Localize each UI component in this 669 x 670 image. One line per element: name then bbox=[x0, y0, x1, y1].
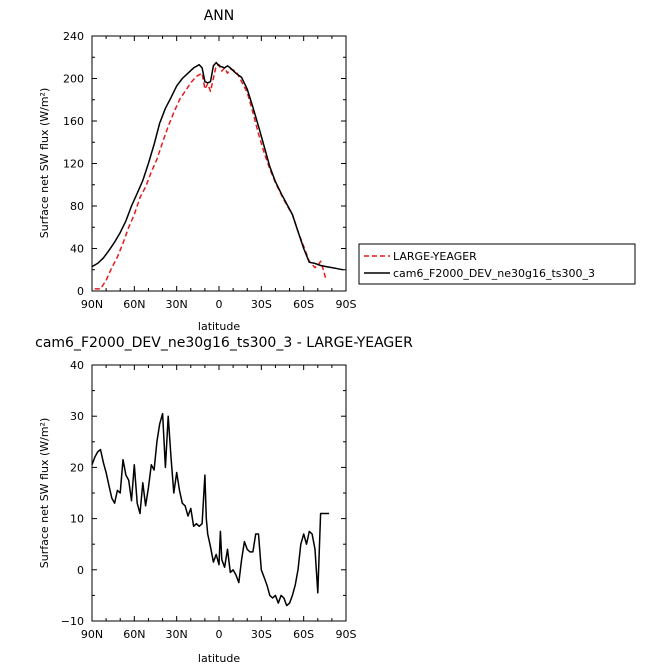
bottom-y-tick-label: 40 bbox=[70, 359, 84, 372]
top-y-tick-label: 120 bbox=[63, 158, 84, 171]
bottom-chart-title: cam6_F2000_DEV_ne30g16_ts300_3 - LARGE-Y… bbox=[35, 335, 413, 351]
bottom-plot-frame bbox=[91, 364, 347, 622]
bottom-x-tick-label: 90S bbox=[336, 628, 357, 641]
top-y-tick-label: 240 bbox=[63, 30, 84, 43]
bottom-y-tick-label: 10 bbox=[70, 513, 84, 526]
top-y-tick-label: 80 bbox=[70, 200, 84, 213]
bottom-x-tick-label: 60N bbox=[123, 628, 145, 641]
bottom-y-tick-label: 0 bbox=[77, 564, 84, 577]
legend-box bbox=[358, 243, 636, 285]
bottom-y-tick-label: 20 bbox=[70, 461, 84, 474]
top-x-tick-label: 90S bbox=[336, 298, 357, 311]
top-x-tick-label: 0 bbox=[216, 298, 223, 311]
bottom-series-lines bbox=[91, 412, 330, 607]
legend-label-cam6: cam6_F2000_DEV_ne30g16_ts300_3 bbox=[393, 267, 595, 280]
top-x-ticks: 90N 60N 30N 0 30S 60S 90S bbox=[81, 36, 357, 311]
top-x-tick-label: 60S bbox=[293, 298, 314, 311]
bottom-y-tick-label: 30 bbox=[70, 410, 84, 423]
top-x-tick-label: 30N bbox=[166, 298, 188, 311]
top-chart-title: ANN bbox=[204, 8, 235, 24]
bottom-x-tick-label: 30S bbox=[251, 628, 272, 641]
top-x-tick-label: 30S bbox=[251, 298, 272, 311]
top-y-ticks: 0 40 80 120 160 200 240 bbox=[63, 30, 346, 298]
bottom-panel: cam6_F2000_DEV_ne30g16_ts300_3 - LARGE-Y… bbox=[35, 335, 413, 665]
bottom-y-axis-label: Surface net SW flux (W/m²) bbox=[38, 418, 51, 569]
bottom-x-tick-label: 60S bbox=[293, 628, 314, 641]
bottom-x-tick-label: 0 bbox=[216, 628, 223, 641]
top-y-tick-label: 160 bbox=[63, 115, 84, 128]
top-plot-frame bbox=[91, 35, 347, 292]
legend-label-large-yeager: LARGE-YEAGER bbox=[393, 250, 477, 263]
top-y-tick-label: 0 bbox=[77, 285, 84, 298]
top-x-axis-label: latitude bbox=[198, 320, 240, 333]
bottom-x-tick-label: 30N bbox=[166, 628, 188, 641]
top-series-line-cam6-f2000-dev-ne30g16-ts300-3 bbox=[91, 61, 344, 271]
top-x-tick-label: 90N bbox=[81, 298, 103, 311]
top-panel: ANN Surface net SW flux (W/m²) 0 40 80 120 1… bbox=[38, 8, 357, 333]
bottom-y-tick-label: −10 bbox=[61, 615, 84, 628]
bottom-series-line-difference bbox=[91, 412, 330, 607]
top-y-tick-label: 200 bbox=[63, 73, 84, 86]
top-y-tick-label: 40 bbox=[70, 243, 84, 256]
top-series-lines bbox=[91, 61, 344, 290]
bottom-x-ticks: 90N 60N 30N 0 30S 60S 90S bbox=[81, 365, 357, 641]
top-y-axis-label: Surface net SW flux (W/m²) bbox=[38, 88, 51, 239]
legend: LARGE-YEAGER cam6_F2000_DEV_ne30g16_ts30… bbox=[358, 243, 636, 285]
bottom-y-ticks: −10 0 10 20 30 40 bbox=[61, 359, 346, 628]
top-series-line-large-yeager bbox=[94, 63, 327, 290]
bottom-x-tick-label: 90N bbox=[81, 628, 103, 641]
bottom-x-axis-label: latitude bbox=[198, 652, 240, 665]
top-x-tick-label: 60N bbox=[123, 298, 145, 311]
